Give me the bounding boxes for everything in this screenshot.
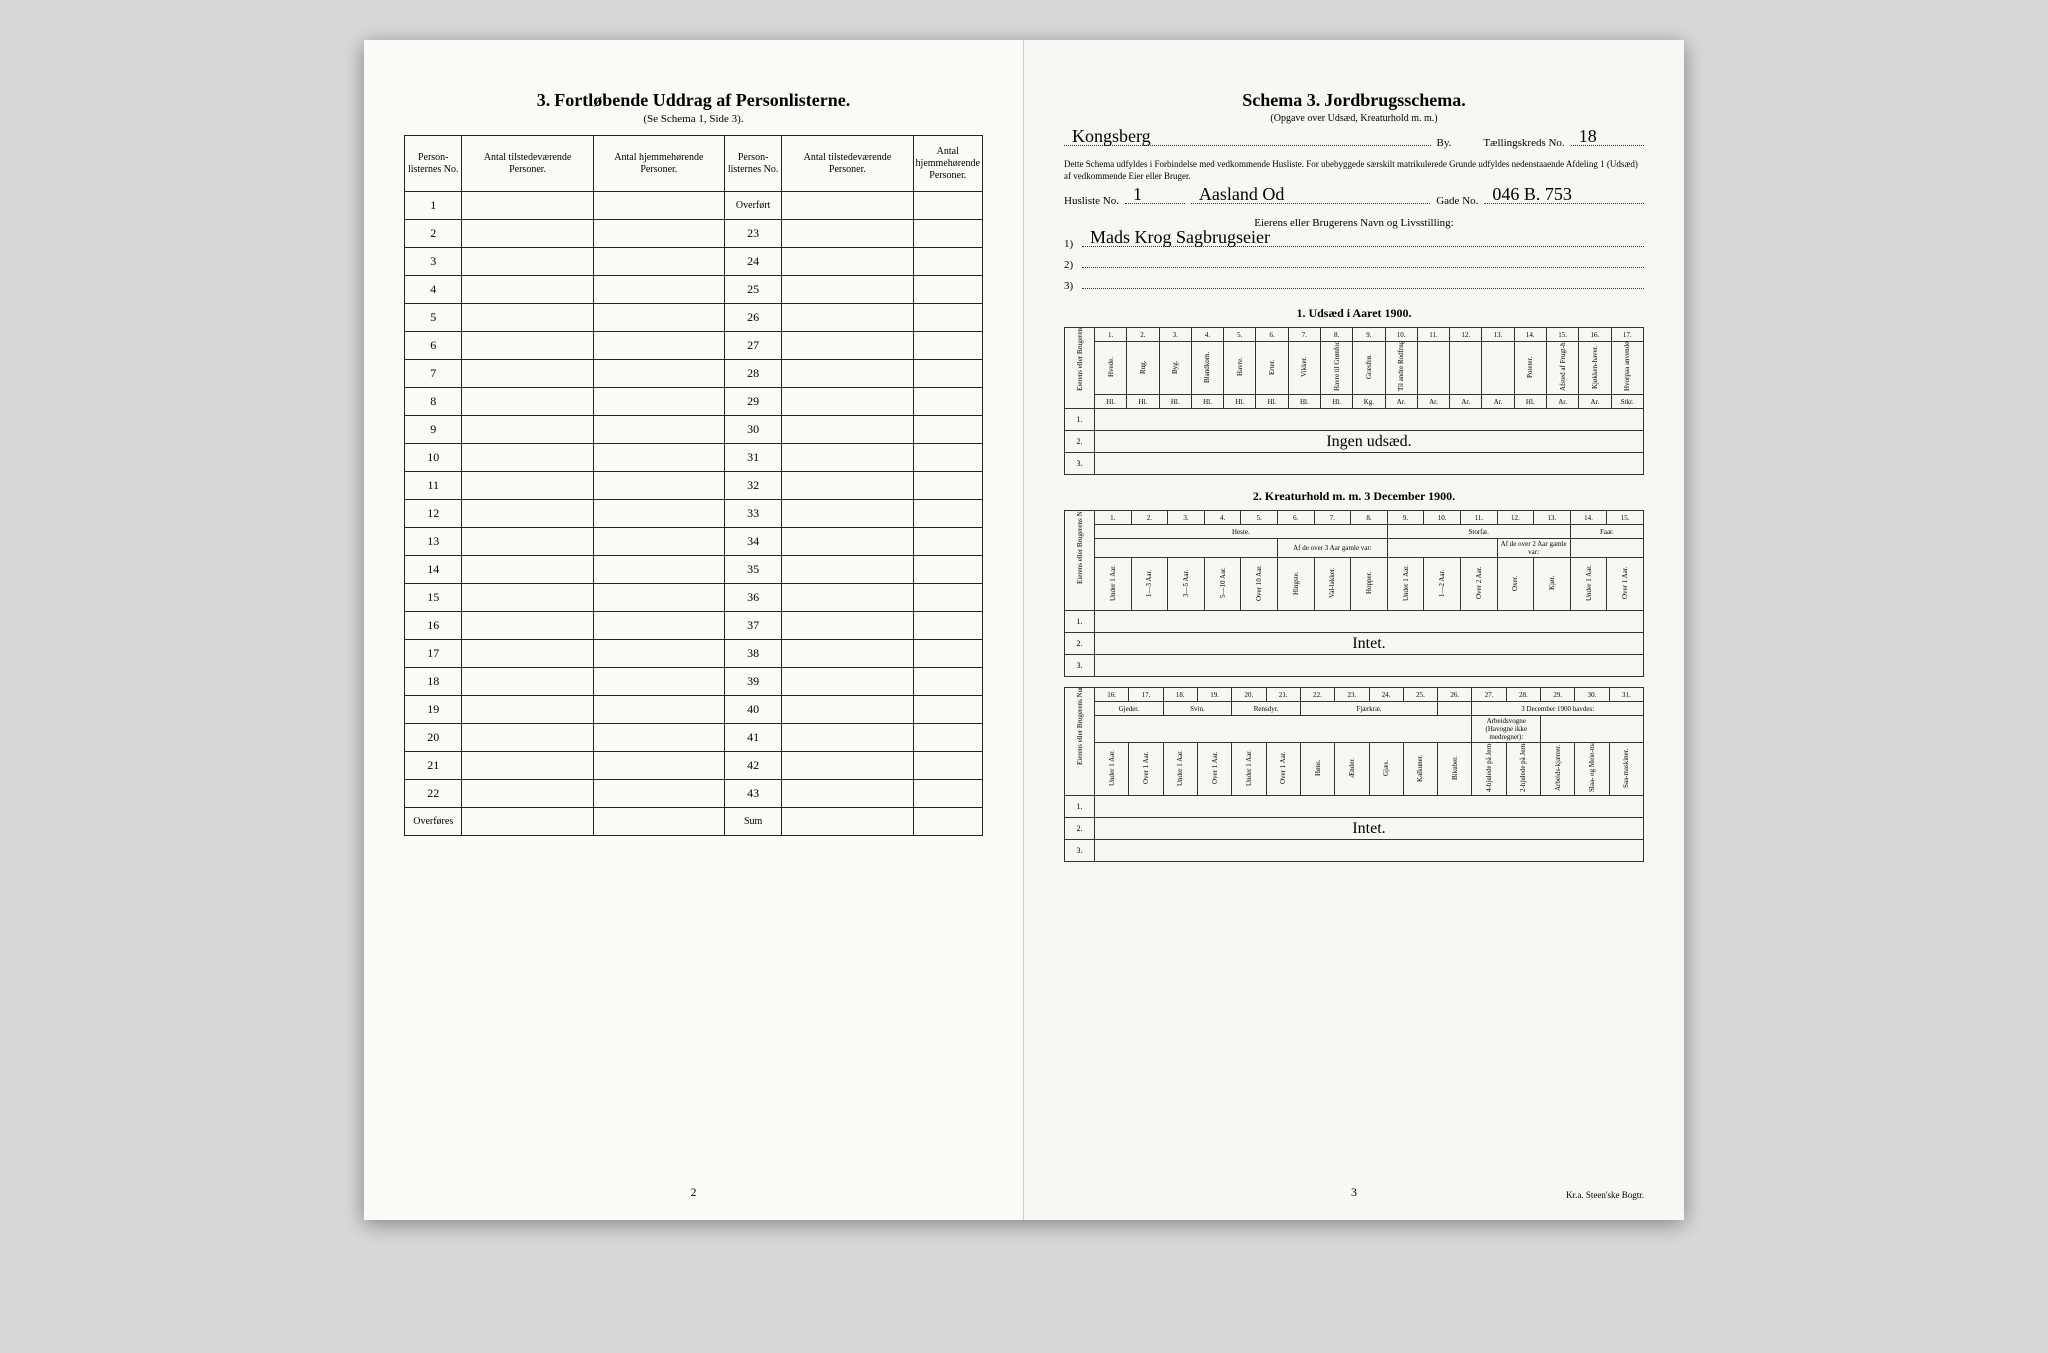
header-col5: Antal tilstedeværende Personer. [782,136,913,192]
left-title: Fortløbende Uddrag af Personlisterne. [554,90,850,110]
arbeid-label: Arbeidsvogne (Havogne ikke medregnet): [1472,716,1541,743]
by-label: By. [1437,137,1452,149]
kreds-label: Tællingskreds No. [1483,137,1564,149]
kretur-table-2: Eierens eller Brugerens Numer (se ovenfo… [1064,687,1644,862]
heste-label: Heste. [1095,525,1388,539]
right-subtitle: (Opgave over Udsæd, Kreaturhold m. m.) [1064,113,1644,124]
schema-prefix: Schema 3. [1242,90,1320,110]
gjeder-label: Gjeder. [1095,702,1164,716]
section1-title: 1. Udsæd i Aaret 1900. [1064,306,1644,321]
dec-label: 3 December 1900 havdes: [1472,702,1644,716]
right-title: Jordbrugsschema. [1324,90,1466,110]
left-subtitle: (Se Schema 1, Side 3). [404,113,983,125]
udsad-table: Eierens eller Brugerens Numer (se ovenfo… [1064,327,1644,475]
kretur2-entry: Intet. [1095,818,1644,840]
printer-mark: Kr.a. Steen'ske Bogtr. [1566,1190,1644,1200]
left-page: 3. Fortløbende Uddrag af Personlisterne.… [364,40,1024,1220]
storfae-label: Storfæ. [1387,525,1570,539]
udsad-side-label: Eierens eller Brugerens Numer (se ovenfo… [1076,343,1084,391]
udsad-entry: Ingen udsæd. [1095,431,1644,453]
gade-label: Gade No. [1436,195,1478,207]
husliste-line: Husliste No. 1 Aasland Od Gade No. 046 B… [1064,192,1644,207]
right-page: Schema 3. Jordbrugsschema. (Opgave over … [1024,40,1684,1220]
owner1: Mads Krog Sagbrugseier [1090,227,1270,248]
left-page-number: 2 [364,1185,1023,1200]
owner-lines: 1)Mads Krog Sagbrugseier 2) 3) [1064,235,1644,292]
af2aar-label: Af de over 2 Aar gamle var: [1497,539,1570,558]
kreds-value: 18 [1579,126,1597,147]
city-line: Kongsberg By. Tællingskreds No. 18 [1064,134,1644,149]
kretur2-side-label: Eierens eller Brugerens Numer (se ovenfo… [1076,717,1084,765]
header-col1: Person-listernes No. [405,136,462,192]
city-value: Kongsberg [1072,126,1151,147]
rensdyr-label: Rensdyr. [1232,702,1301,716]
header-col4: Person-listernes No. [724,136,781,192]
header-col6: Antal hjemmehørende Personer. [913,136,982,192]
husliste-label: Husliste No. [1064,195,1119,207]
husliste-value: 1 [1133,184,1142,205]
header-col2: Antal tilstedeværende Personer. [462,136,593,192]
person-table: Person-listernes No. Antal tilstedeværen… [404,135,983,836]
section2-title: 2. Kreaturhold m. m. 3 December 1900. [1064,489,1644,504]
fjaerkrae-label: Fjærkræ. [1300,702,1437,716]
af3aar-label: Af de over 3 Aar gamle var: [1277,539,1387,558]
section-number: 3. [537,90,551,110]
faar-label: Faar. [1570,525,1643,539]
svin-label: Svin. [1163,702,1232,716]
right-title-block: Schema 3. Jordbrugsschema. (Opgave over … [1064,90,1644,124]
kretur-side-label: Eierens eller Brugerens Numer (se ovenfo… [1076,536,1084,584]
kretur-table-1: Eierens eller Brugerens Numer (se ovenfo… [1064,510,1644,677]
gade-value: 046 B. 753 [1492,184,1572,205]
left-title-block: 3. Fortløbende Uddrag af Personlisterne.… [404,90,983,125]
kretur-entry: Intet. [1095,633,1644,655]
instruction-note: Dette Schema udfyldes i Forbindelse med … [1064,159,1644,182]
header-col3: Antal hjemmehørende Personer. [593,136,724,192]
husliste-name: Aasland Od [1199,184,1284,205]
document-spread: 3. Fortløbende Uddrag af Personlisterne.… [364,40,1684,1220]
